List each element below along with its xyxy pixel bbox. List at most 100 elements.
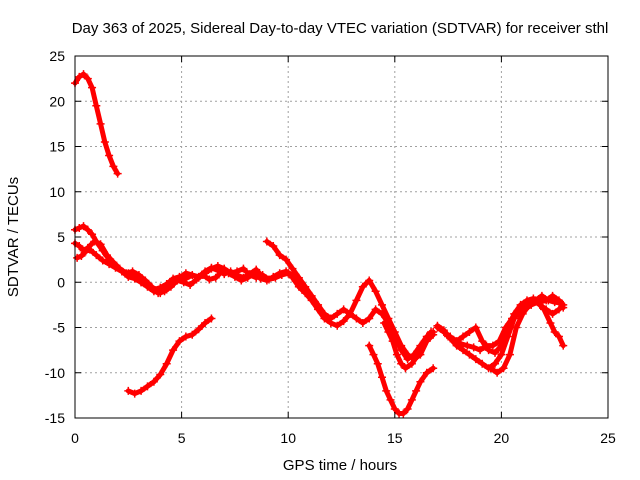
x-tick-label: 20 <box>494 430 510 446</box>
data-point <box>491 348 500 357</box>
data-point <box>495 337 504 346</box>
y-tick-label: 0 <box>57 274 65 290</box>
data-point <box>258 272 267 281</box>
series-arc-7 <box>288 273 438 364</box>
data-point <box>83 74 92 83</box>
data-point <box>373 359 382 368</box>
y-tick-label: 10 <box>49 184 65 200</box>
data-point <box>352 296 361 305</box>
data-point <box>463 341 472 350</box>
data-point <box>275 251 284 260</box>
data-point <box>188 330 197 339</box>
data-point <box>188 271 197 280</box>
data-point <box>109 162 118 171</box>
y-axis-label: SDTVAR / TECUs <box>5 177 22 297</box>
series-arc-6 <box>262 237 438 364</box>
data-point <box>111 263 120 272</box>
x-tick-label: 15 <box>387 430 403 446</box>
data-point <box>554 332 563 341</box>
data-point <box>339 317 348 326</box>
data-point <box>79 222 88 231</box>
data-point <box>194 272 203 281</box>
data-point <box>371 305 380 314</box>
series-arc-3 <box>71 237 303 298</box>
y-tick-label: 25 <box>49 48 65 64</box>
data-point <box>75 72 84 81</box>
data-point <box>397 359 406 368</box>
tick-labels: 0 5 10 15 20 25 -15 -10 -5 0 5 10 15 20 25 <box>45 48 616 446</box>
x-tick-label: 5 <box>178 430 186 446</box>
data-point <box>384 314 393 323</box>
data-point <box>471 323 480 332</box>
data-point <box>414 350 423 359</box>
data-point <box>113 169 122 178</box>
data-point <box>75 242 84 251</box>
data-point <box>282 267 291 276</box>
data-point <box>262 276 271 285</box>
data-point <box>392 350 401 359</box>
data-point <box>416 377 425 386</box>
data-point <box>88 230 97 239</box>
data-point <box>369 350 378 359</box>
data-point <box>181 332 190 341</box>
data-point <box>96 119 105 128</box>
data-point <box>407 359 416 368</box>
data-point <box>450 337 459 346</box>
series-trace <box>366 343 436 416</box>
data-point <box>478 359 487 368</box>
data-point <box>100 137 109 146</box>
data-point <box>98 256 107 265</box>
data-point <box>380 318 389 327</box>
data-point <box>117 267 126 276</box>
series-arc-5 <box>124 314 216 398</box>
data-point <box>550 328 559 337</box>
data-point <box>388 337 397 346</box>
data-point <box>143 281 152 290</box>
data-point <box>401 364 410 373</box>
y-tick-label: 20 <box>49 93 65 109</box>
data-point <box>456 339 465 348</box>
data-point <box>540 305 549 314</box>
data-point <box>282 255 291 264</box>
data-point <box>134 271 143 280</box>
data-point <box>478 337 487 346</box>
data-point <box>503 332 512 341</box>
data-point <box>288 273 297 282</box>
data-point <box>307 296 316 305</box>
data-point <box>213 266 222 275</box>
data-point <box>88 83 97 92</box>
data-point <box>505 350 514 359</box>
data-point <box>83 225 92 234</box>
data-point <box>512 323 521 332</box>
data-point <box>546 318 555 327</box>
y-tick-label: 5 <box>57 229 65 245</box>
data-point <box>499 364 508 373</box>
data-point <box>320 314 329 323</box>
data-point <box>459 346 468 355</box>
data-point <box>181 274 190 283</box>
data-point <box>403 404 412 413</box>
data-point <box>559 303 568 312</box>
data-point <box>79 70 88 79</box>
data-point <box>469 343 478 352</box>
data-point <box>102 251 111 260</box>
y-tick-label: -15 <box>45 410 65 426</box>
data-point <box>358 282 367 291</box>
data-point <box>124 272 133 281</box>
data-point <box>465 328 474 337</box>
data-point <box>130 389 139 398</box>
data-point <box>269 272 278 281</box>
data-point <box>105 151 114 160</box>
data-point <box>420 337 429 346</box>
plot-series <box>71 70 568 418</box>
data-point <box>92 101 101 110</box>
data-point <box>130 274 139 283</box>
data-point <box>491 359 500 368</box>
data-point <box>239 264 248 273</box>
data-point <box>407 395 416 404</box>
data-point <box>399 409 408 418</box>
data-point <box>378 373 387 382</box>
data-point <box>149 377 158 386</box>
data-point <box>559 341 568 350</box>
